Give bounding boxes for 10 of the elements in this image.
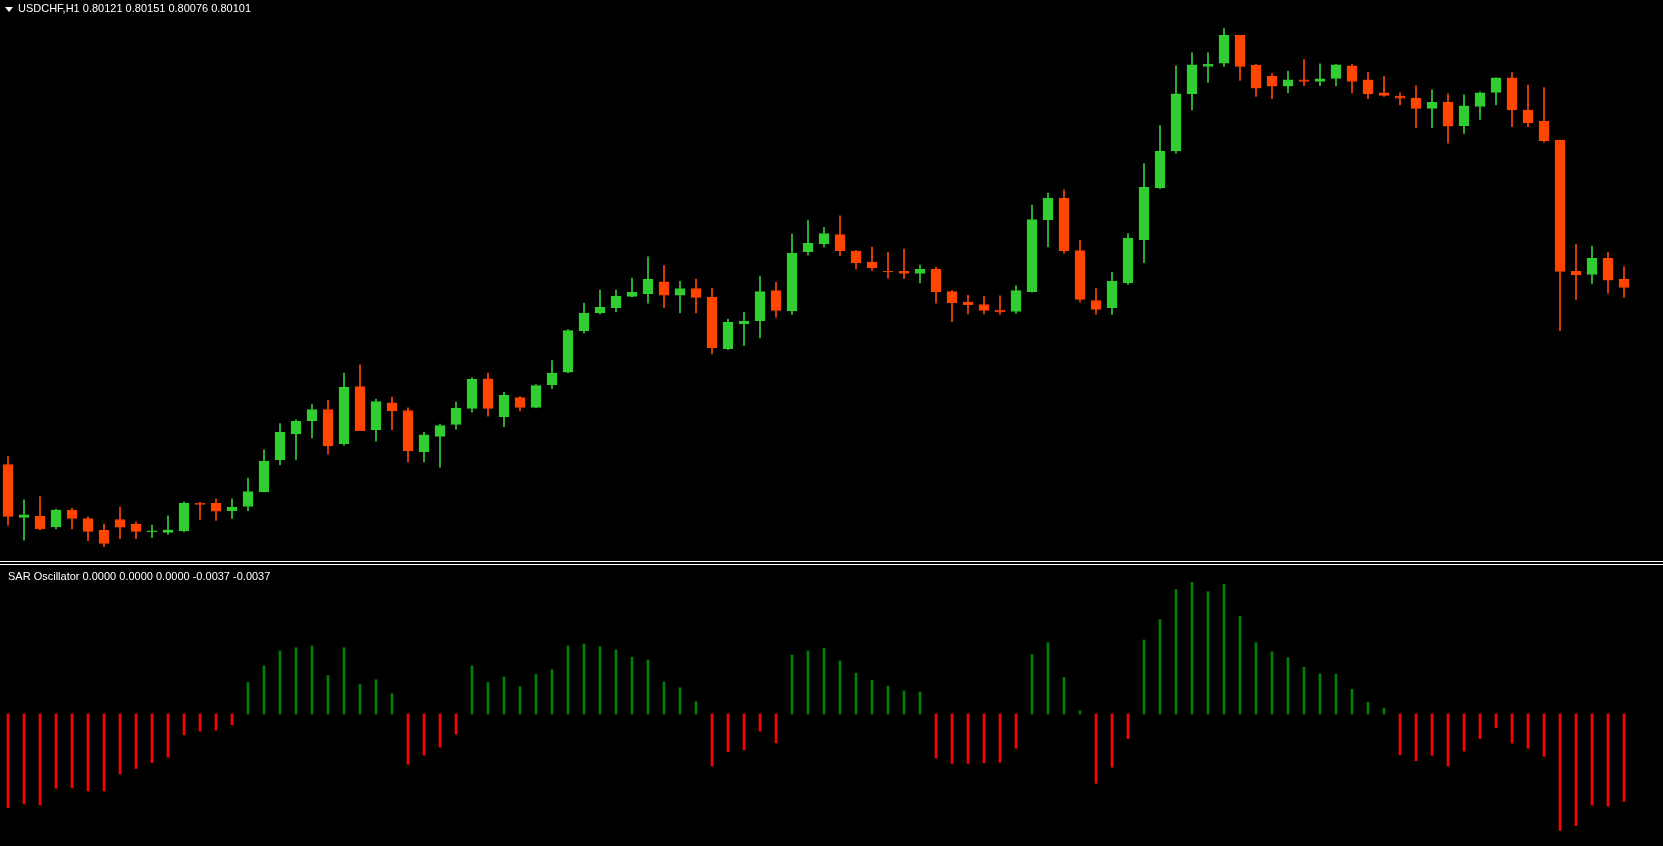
candlestick xyxy=(1426,89,1438,128)
candlestick xyxy=(882,251,894,279)
candlestick xyxy=(1410,85,1422,128)
candlestick xyxy=(1202,52,1214,83)
chart-title: USDCHF,H1 0.80121 0.80151 0.80076 0.80101 xyxy=(18,2,252,14)
candlestick xyxy=(1298,59,1310,86)
chart-title: SAR Oscillator 0.0000 0.0000 0.0000 -0.0037 -0.0037 xyxy=(8,570,271,582)
candlestick xyxy=(146,524,158,538)
candlestick xyxy=(898,248,910,280)
candlestick xyxy=(18,499,30,541)
